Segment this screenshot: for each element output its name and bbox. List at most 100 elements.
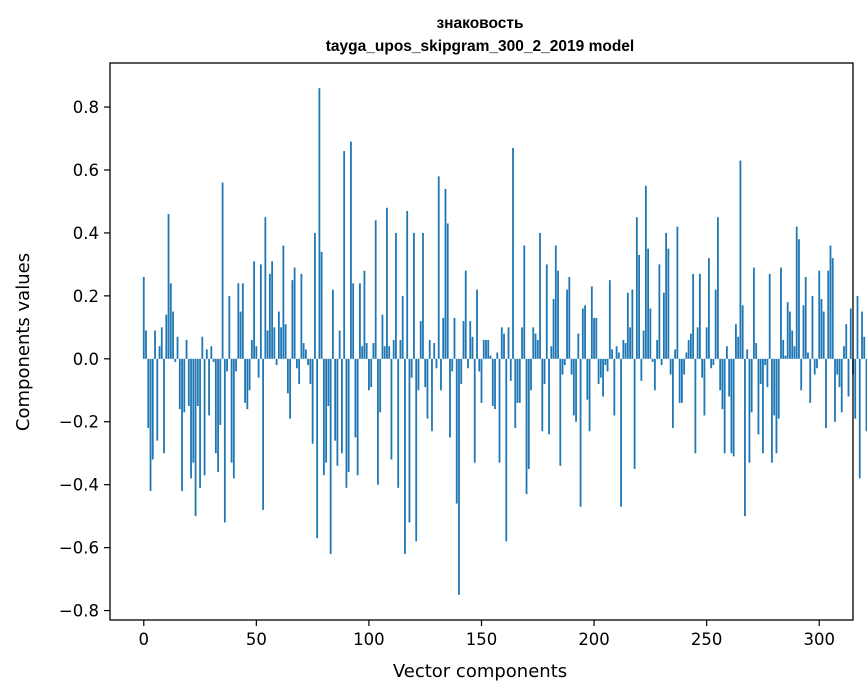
bar-312 — [845, 324, 848, 359]
bar-215 — [626, 292, 629, 359]
bar-306 — [831, 258, 834, 359]
bar-59 — [275, 358, 278, 366]
bar-57 — [271, 261, 274, 359]
bar-114 — [399, 339, 402, 359]
bar-110 — [390, 358, 393, 460]
bar-56 — [268, 273, 271, 359]
y-tick-label: −0.2 — [59, 413, 99, 432]
bar-230 — [660, 358, 663, 366]
bar-29 — [208, 358, 210, 416]
bar-272 — [755, 343, 758, 359]
bar-222 — [642, 330, 645, 359]
bar-86 — [336, 358, 339, 466]
bar-204 — [602, 358, 604, 397]
bar-60 — [277, 311, 280, 359]
bar-211 — [617, 352, 620, 359]
bar-317 — [856, 295, 859, 359]
bar-148 — [476, 289, 478, 359]
bar-141 — [460, 358, 463, 384]
bar-157 — [496, 352, 499, 359]
bar-90 — [345, 358, 348, 488]
bar-91 — [347, 358, 350, 473]
bar-27 — [203, 358, 206, 476]
bar-207 — [608, 280, 611, 359]
bar-321 — [865, 358, 867, 432]
bar-301 — [820, 299, 823, 359]
bar-237 — [676, 226, 679, 359]
bar-221 — [640, 358, 643, 381]
y-tick-label: 0.4 — [73, 224, 99, 243]
bar-160 — [503, 333, 505, 359]
bar-147 — [473, 358, 476, 463]
bar-290 — [795, 226, 798, 359]
bar-2 — [147, 358, 150, 429]
bar-201 — [595, 317, 598, 359]
bar-287 — [789, 311, 791, 359]
bar-234 — [669, 358, 672, 375]
bar-169 — [523, 245, 526, 359]
bar-293 — [802, 305, 805, 359]
y-tick-label: −0.6 — [59, 539, 99, 558]
bar-308 — [836, 358, 839, 375]
bar-118 — [408, 358, 411, 523]
bar-12 — [169, 283, 172, 359]
bar-262 — [732, 358, 735, 457]
bar-95 — [356, 358, 359, 476]
bar-265 — [739, 160, 742, 359]
bar-280 — [773, 358, 776, 416]
y-tick-label: 0.0 — [73, 350, 99, 369]
x-tick-label: 150 — [466, 630, 498, 649]
bar-252 — [710, 358, 713, 369]
bar-44 — [241, 283, 244, 359]
bar-236 — [674, 349, 677, 359]
bar-197 — [586, 358, 589, 400]
bar-256 — [719, 358, 722, 391]
bar-263 — [735, 324, 737, 359]
y-tick-label: 0.6 — [73, 161, 99, 180]
bar-208 — [611, 349, 613, 359]
bar-302 — [822, 311, 825, 359]
bar-133 — [442, 317, 445, 359]
bar-13 — [172, 311, 174, 359]
y-tick-label: −0.4 — [59, 476, 99, 495]
bar-87 — [338, 330, 341, 359]
bar-98 — [363, 270, 366, 359]
bar-178 — [543, 358, 546, 384]
bar-239 — [680, 358, 683, 403]
bar-284 — [782, 339, 785, 359]
bar-89 — [343, 151, 346, 359]
bars-group — [142, 88, 867, 595]
bar-268 — [746, 349, 749, 359]
bar-223 — [644, 185, 647, 359]
bar-288 — [791, 330, 794, 359]
bar-22 — [192, 358, 195, 463]
bar-17 — [181, 358, 183, 491]
bar-168 — [521, 327, 523, 359]
bar-297 — [811, 295, 814, 359]
bar-311 — [843, 346, 845, 359]
bar-62 — [282, 245, 285, 359]
bar-216 — [629, 327, 631, 359]
bar-320 — [863, 336, 866, 359]
bar-214 — [624, 343, 627, 359]
bar-132 — [440, 358, 442, 391]
bar-47 — [248, 358, 251, 391]
bar-250 — [705, 327, 708, 359]
bar-193 — [577, 333, 580, 359]
bar-231 — [662, 292, 665, 359]
bar-253 — [712, 358, 715, 366]
bar-10 — [165, 314, 168, 359]
chart-title-line-1: знаковость — [436, 15, 523, 32]
bar-153 — [487, 339, 490, 359]
bar-276 — [764, 358, 767, 366]
bar-289 — [793, 346, 796, 359]
bar-101 — [370, 358, 373, 388]
bar-298 — [813, 358, 816, 375]
bar-270 — [750, 358, 753, 413]
bar-177 — [541, 358, 544, 432]
bar-228 — [656, 339, 659, 359]
bar-318 — [858, 358, 861, 479]
bar-212 — [620, 358, 622, 507]
y-tick-label: −0.8 — [59, 602, 99, 621]
bar-43 — [239, 311, 242, 359]
